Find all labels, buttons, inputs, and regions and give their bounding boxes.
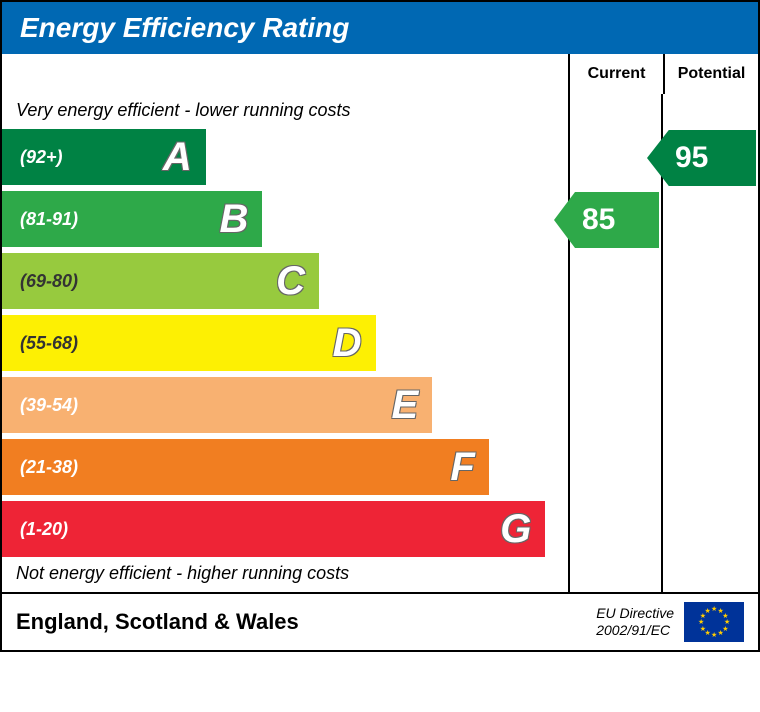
potential-column: 95 — [663, 94, 758, 592]
eu-star-icon: ★ — [711, 631, 717, 639]
bars-area: Very energy efficient - lower running co… — [2, 94, 568, 592]
rating-range: (39-54) — [2, 395, 78, 416]
rating-bar-e: (39-54) E — [2, 377, 432, 433]
rating-bar-g: (1-20) G — [2, 501, 545, 557]
rating-letter: D — [333, 321, 362, 366]
rating-bar-a: (92+) A — [2, 129, 206, 185]
top-note: Very energy efficient - lower running co… — [2, 94, 568, 129]
eu-star-icon: ★ — [705, 607, 711, 615]
epc-chart: Energy Efficiency Rating Current Potenti… — [0, 0, 760, 652]
directive-line2: 2002/91/EC — [596, 622, 670, 638]
rating-letter: B — [219, 197, 248, 242]
rating-bar-f: (21-38) F — [2, 439, 489, 495]
bottom-note: Not energy efficient - higher running co… — [2, 557, 568, 592]
eu-flag-icon: ★★★★★★★★★★★★ — [684, 602, 744, 642]
score-pointer: 95 — [647, 130, 756, 186]
title-bar: Energy Efficiency Rating — [2, 2, 758, 54]
rating-letter: E — [391, 383, 418, 428]
score-columns: 85 95 — [568, 94, 758, 592]
rating-letter: F — [450, 445, 474, 490]
rating-range: (81-91) — [2, 209, 78, 230]
score-value: 85 — [582, 203, 615, 237]
rating-bar-d: (55-68) D — [2, 315, 376, 371]
region-label: England, Scotland & Wales — [16, 609, 596, 635]
score-pointer: 85 — [554, 192, 659, 248]
chart-title: Energy Efficiency Rating — [20, 12, 349, 43]
rating-range: (69-80) — [2, 271, 78, 292]
eu-star-icon: ★ — [711, 605, 717, 613]
potential-header: Potential — [663, 54, 758, 94]
column-header-row: Current Potential — [2, 54, 758, 94]
rating-letter: G — [500, 507, 531, 552]
footer: England, Scotland & Wales EU Directive 2… — [2, 592, 758, 650]
bars-container: (92+) A (81-91) B (69-80) C (55-68) D (39-54) E (2… — [2, 129, 568, 557]
directive-label: EU Directive 2002/91/EC — [596, 605, 674, 639]
rating-bar-c: (69-80) C — [2, 253, 319, 309]
directive-line1: EU Directive — [596, 605, 674, 621]
current-header: Current — [568, 54, 663, 94]
rating-range: (1-20) — [2, 519, 68, 540]
rating-letter: C — [276, 259, 305, 304]
rating-range: (92+) — [2, 147, 63, 168]
rating-range: (55-68) — [2, 333, 78, 354]
rating-letter: A — [163, 135, 192, 180]
rating-range: (21-38) — [2, 457, 78, 478]
rating-bar-b: (81-91) B — [2, 191, 262, 247]
main-row: Very energy efficient - lower running co… — [2, 94, 758, 592]
eu-star-icon: ★ — [718, 629, 724, 637]
score-value: 95 — [675, 141, 708, 175]
